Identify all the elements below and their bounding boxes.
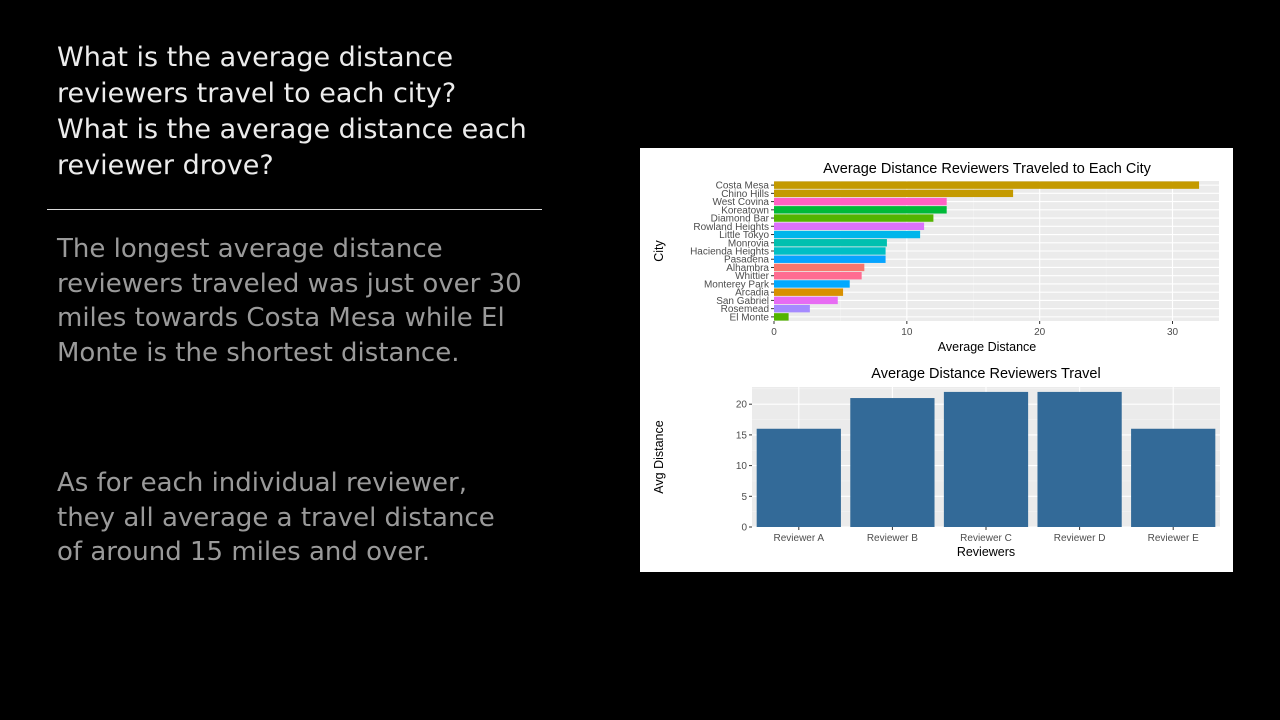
city-bar: [774, 255, 886, 263]
paragraph-reviewer-distance: As for each individual reviewer, they al…: [57, 468, 495, 567]
city-bar: [774, 181, 1200, 189]
city-bar: [774, 313, 789, 321]
city-chart-y-tick-label: Hacienda Heights: [690, 247, 769, 258]
reviewer-chart-x-tick-label: Reviewer A: [774, 533, 825, 544]
city-bar: [774, 296, 838, 305]
city-chart-y-tick-label: Monrovia: [728, 238, 770, 249]
reviewer-chart-y-tick-label: 20: [736, 400, 748, 411]
city-chart-y-label: City: [652, 239, 666, 261]
city-chart-y-tick-label: Monterey Park: [704, 279, 770, 290]
reviewer-chart-y-tick-label: 5: [741, 492, 747, 503]
reviewer-chart-x-tick-label: Reviewer B: [867, 533, 918, 544]
city-bar: [774, 288, 844, 296]
city-bar: [774, 304, 810, 313]
reviewer-bar: [850, 398, 935, 527]
city-chart-y-tick-label: Pasadena: [724, 255, 769, 266]
city-bar: [774, 189, 1014, 198]
city-chart-x-tick-label: 0: [771, 327, 777, 338]
reviewer-bar: [756, 428, 841, 527]
reviewer-chart-x-label: Reviewers: [957, 545, 1015, 559]
city-bar: [774, 247, 886, 255]
city-bar: [774, 222, 925, 230]
city-bar: [774, 206, 947, 214]
city-chart-x-label: Average Distance: [938, 340, 1036, 354]
reviewer-bar: [943, 391, 1029, 527]
city-bar: [774, 272, 862, 280]
city-chart-y-tick-label: Arcadia: [735, 288, 769, 299]
reviewer-chart-title: Average Distance Reviewers Travel: [871, 366, 1100, 382]
city-chart-x-tick-label: 20: [1034, 327, 1046, 338]
city-chart-y-tick-label: Alhambra: [726, 263, 769, 274]
city-chart-y-tick-label: Koreatown: [721, 205, 769, 216]
reviewer-chart-y-tick-label: 10: [736, 461, 748, 472]
city-chart-y-tick-label: West Covina: [712, 197, 769, 208]
city-chart-y-tick-label: El Monte: [730, 312, 770, 323]
city-chart-x-tick-label: 10: [901, 327, 913, 338]
reviewer-chart-y-tick-label: 0: [741, 523, 747, 534]
city-chart-y-tick-label: Rowland Heights: [693, 222, 769, 233]
city-chart-title: Average Distance Reviewers Traveled to E…: [823, 161, 1151, 177]
reviewer-bar: [1131, 428, 1216, 527]
reviewer-chart-y-tick-label: 15: [736, 430, 748, 441]
city-chart-y-tick-label: Rosemead: [721, 304, 769, 315]
reviewer-bar: [1037, 391, 1122, 527]
reviewer-chart-y-label: Avg Distance: [652, 420, 666, 493]
city-chart-y-tick-label: Whittier: [735, 271, 770, 282]
slide-heading: What is the average distance reviewers t…: [57, 42, 527, 181]
reviewer-chart-x-tick-label: Reviewer D: [1054, 533, 1106, 544]
city-chart-y-tick-label: Chino Hills: [721, 189, 769, 200]
charts-figure: 0 10 20 30 Costa Mesa Chino Hills West Covina…: [640, 148, 1233, 572]
city-bar: [774, 197, 947, 206]
city-bar: [774, 230, 921, 239]
reviewer-distance-chart: Reviewer A Reviewer B Reviewer C Reviewer D…: [652, 366, 1220, 559]
city-bar: [774, 239, 887, 247]
city-bar: [774, 280, 850, 288]
reviewer-chart-x-tick-label: Reviewer E: [1148, 533, 1199, 544]
city-chart-y-tick-label: Diamond Bar: [711, 214, 770, 225]
city-chart-x-tick-label: 30: [1167, 327, 1179, 338]
city-bar: [774, 263, 865, 272]
paragraph-city-distance: The longest average distance reviewers t…: [57, 234, 522, 368]
city-chart-y-tick-label: Costa Mesa: [716, 181, 770, 192]
divider-line: [47, 209, 542, 210]
city-chart-y-tick-label: San Gabriel: [716, 296, 769, 307]
reviewer-chart-x-tick-label: Reviewer C: [960, 533, 1012, 544]
city-chart-y-tick-label: Little Tokyo: [719, 230, 769, 241]
city-bar: [774, 214, 934, 222]
